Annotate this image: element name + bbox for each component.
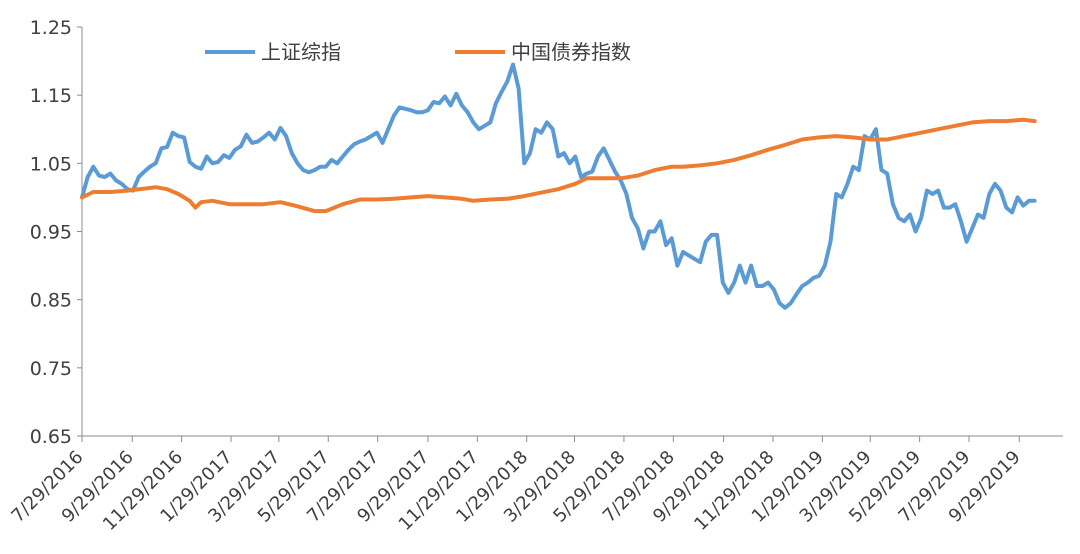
series-line-1 <box>80 62 1037 310</box>
y-tick-label: 0.85 <box>30 290 72 312</box>
y-tick-label: 0.65 <box>30 426 72 448</box>
y-tick-label: 0.95 <box>30 222 72 244</box>
legend: 上证综指 中国债券指数 <box>205 40 631 64</box>
series-line-2 <box>80 117 1037 214</box>
y-tick-label: 1.05 <box>30 153 72 175</box>
legend-label-1: 上证综指 <box>261 40 341 64</box>
y-tick-label: 1.25 <box>30 17 72 39</box>
axes-layer: 0.650.750.850.951.051.151.257/29/20169/2… <box>7 17 1063 535</box>
series-layer <box>80 62 1037 310</box>
y-tick-label: 0.75 <box>30 358 72 380</box>
y-tick-label: 1.15 <box>30 85 72 107</box>
legend-label-2: 中国债券指数 <box>511 40 631 64</box>
